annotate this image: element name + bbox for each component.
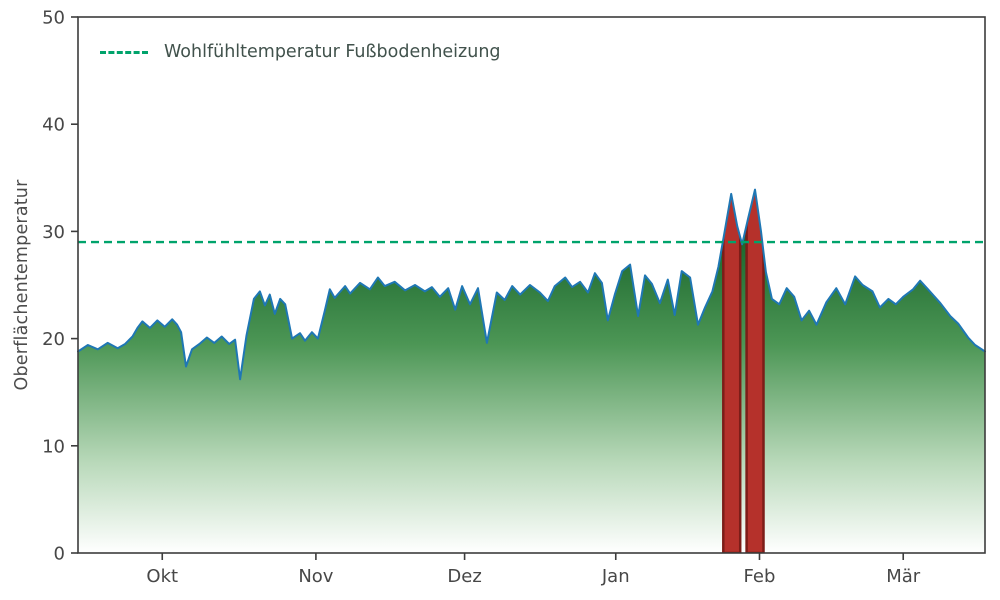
y-tick-label: 30 <box>42 222 65 243</box>
y-tick-label: 40 <box>42 115 65 136</box>
y-tick-label: 20 <box>42 329 65 350</box>
x-tick-label: Feb <box>744 566 776 587</box>
legend: Wohlfühltemperatur Fußbodenheizung <box>100 42 501 62</box>
temperature-line <box>77 188 986 381</box>
exceedance-span <box>745 189 765 553</box>
exceedance-span <box>722 189 742 553</box>
y-tick-label: 50 <box>42 8 65 29</box>
x-tick-label: Jan <box>601 566 630 587</box>
temperature-area <box>78 189 985 553</box>
y-tick-label: 0 <box>54 544 65 565</box>
y-tick-label: 10 <box>42 436 65 457</box>
x-tick-label: Dez <box>447 566 481 587</box>
exceedance-spans <box>722 189 765 553</box>
x-tick-label: Nov <box>298 566 333 587</box>
y-axis-title: Oberflächentemperatur <box>12 179 32 391</box>
x-tick-label: Okt <box>146 566 178 587</box>
legend-dashed-line-swatch <box>100 50 148 54</box>
plot-frame <box>77 16 986 554</box>
x-tick-label: Mär <box>886 566 921 587</box>
legend-label: Wohlfühltemperatur Fußbodenheizung <box>164 42 501 62</box>
